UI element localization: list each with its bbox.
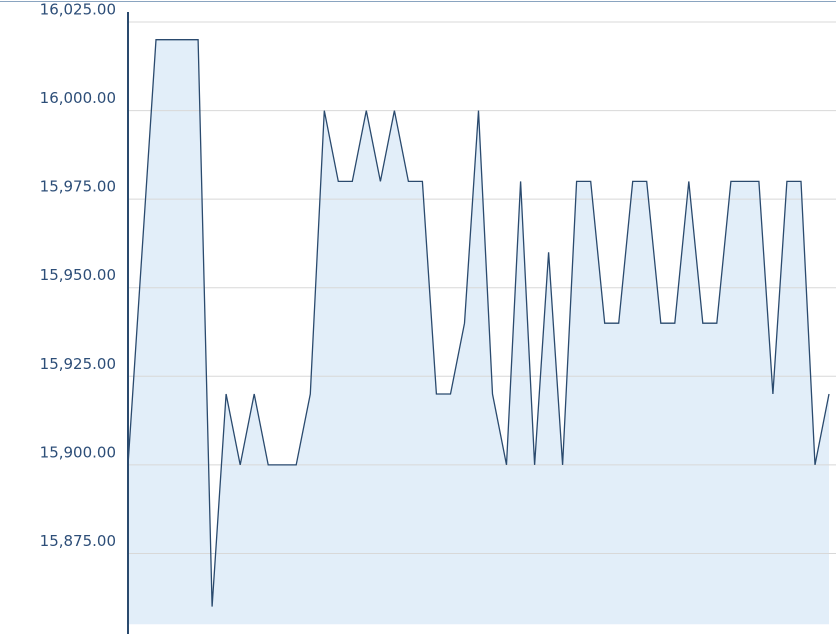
- y-tick-label: 15,925.00: [40, 355, 116, 373]
- y-tick-label: 16,025.00: [40, 1, 116, 19]
- y-tick-label: 15,950.00: [40, 266, 116, 284]
- area-fill: [128, 39, 829, 625]
- y-tick-label: 15,875.00: [40, 532, 116, 550]
- y-tick-label: 16,000.00: [40, 89, 116, 107]
- line: [127, 39, 830, 607]
- y-tick-label: 15,975.00: [40, 178, 116, 196]
- y-tick-label: 15,900.00: [40, 443, 116, 461]
